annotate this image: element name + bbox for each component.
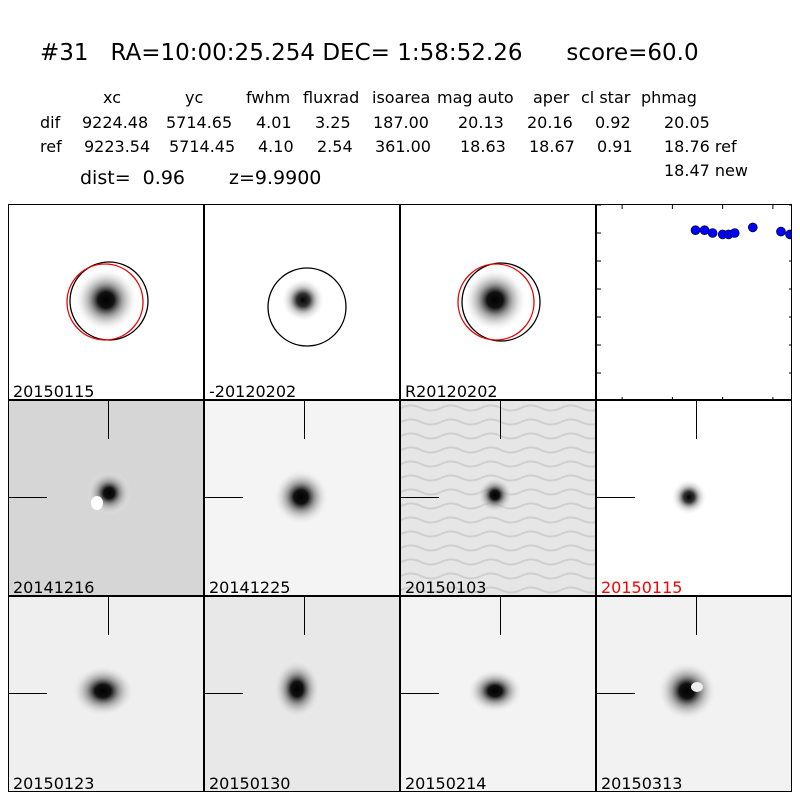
dif-isoarea: 187.00 — [373, 113, 429, 132]
candidate-title: #31 RA=10:00:25.254 DEC= 1:58:52.26 scor… — [40, 40, 699, 66]
dif-aper: 20.16 — [527, 113, 573, 132]
dif-cl-star: 0.92 — [595, 113, 631, 132]
star-blob — [657, 661, 717, 721]
data-point — [729, 228, 740, 238]
header-fluxrad: fluxrad — [303, 88, 360, 107]
stamp-20150115: 20150115 — [596, 400, 792, 596]
dif-fwhm: 4.01 — [256, 113, 292, 132]
dif-phmag: 20.05 — [664, 113, 710, 132]
aperture-circle-red — [66, 263, 144, 341]
crosshair-h — [205, 693, 243, 694]
stamp-label: 20141216 — [13, 578, 95, 596]
dif-yc: 5714.65 — [166, 113, 233, 132]
panel-label: R20120202 — [405, 382, 498, 400]
panel-label: -20120202 — [209, 382, 297, 400]
header-yc: yc — [185, 88, 204, 107]
dif-xc: 9224.48 — [82, 113, 149, 132]
crosshair-h — [205, 497, 243, 498]
crosshair-h — [401, 497, 439, 498]
panel-difference-image: -20120202 — [204, 204, 400, 400]
dif-mag-auto: 20.13 — [458, 113, 504, 132]
stamp-label: 20150214 — [405, 774, 487, 792]
aperture-circle-black — [267, 267, 347, 347]
ref-yc: 5714.45 — [169, 137, 236, 156]
crosshair-h — [597, 693, 635, 694]
stamp-label: 20141225 — [209, 578, 291, 596]
crosshair-v — [696, 597, 697, 635]
header-cl-star: cl star — [581, 88, 631, 107]
header-mag-auto: mag auto — [437, 88, 514, 107]
row-label-ref: ref — [40, 137, 62, 156]
ref-fwhm: 4.10 — [258, 137, 294, 156]
stamp-20150214: 20150214 — [400, 596, 596, 792]
crosshair-v — [500, 401, 501, 439]
star-blob — [467, 669, 523, 713]
stamp-label: 20150313 — [601, 774, 683, 792]
dist-value: dist= 0.96 — [80, 167, 185, 189]
ref-xc: 9223.54 — [84, 137, 151, 156]
header-xc: xc — [103, 88, 121, 107]
star-blob — [463, 268, 527, 332]
star-blob — [273, 659, 321, 719]
ref-cl-star: 0.91 — [597, 137, 633, 156]
stamp-20150103: 20150103 — [400, 400, 596, 596]
data-point — [747, 222, 758, 233]
header-aper: aper — [533, 88, 570, 107]
ref-aper: 18.67 — [529, 137, 575, 156]
z-value: z=9.9900 — [229, 167, 322, 189]
data-point — [699, 225, 710, 236]
crosshair-h — [597, 497, 635, 498]
ref-phmag: 18.76 ref — [664, 137, 737, 156]
star-blob — [273, 469, 329, 525]
data-point — [690, 225, 701, 236]
header-isoarea: isoarea — [372, 88, 431, 107]
panel-new-image: 20150115 — [8, 204, 204, 400]
stamp-20150123: 20150123 — [8, 596, 204, 792]
star-blob — [74, 268, 138, 332]
stamp-20141216: 20141216 — [8, 400, 204, 596]
crosshair-v — [304, 597, 305, 635]
star-blob — [281, 278, 325, 322]
light-curve-plot: 1920212223242526−100−50050 — [596, 204, 792, 400]
crosshair-v — [500, 597, 501, 635]
data-point — [707, 228, 718, 238]
stamp-label-current: 20150115 — [601, 578, 683, 596]
ref-fluxrad: 2.54 — [317, 137, 353, 156]
star-blob — [71, 665, 135, 717]
stamp-20150130: 20150130 — [204, 596, 400, 792]
stamp-grid: 20150115 -20120202 R20120202 1920 — [8, 204, 792, 792]
crosshair-h — [9, 497, 47, 498]
new-phmag: 18.47 new — [664, 161, 748, 180]
crosshair-h — [9, 693, 47, 694]
stamp-label: 20150103 — [405, 578, 487, 596]
crosshair-v — [696, 401, 697, 439]
data-point — [776, 226, 786, 237]
aperture-circle-black — [461, 262, 541, 342]
panel-label: 20150115 — [13, 382, 95, 400]
crosshair-v — [108, 597, 109, 635]
ref-mag-auto: 18.63 — [460, 137, 506, 156]
stamp-label: 20150130 — [209, 774, 291, 792]
subtraction-residual — [691, 682, 703, 692]
subtraction-residual — [91, 496, 103, 510]
data-point — [785, 229, 791, 240]
panel-reference-image: R20120202 — [400, 204, 596, 400]
row-label-dif: dif — [40, 113, 61, 132]
crosshair-v — [108, 401, 109, 439]
aperture-circle-red — [457, 263, 535, 341]
star-blob — [477, 477, 513, 513]
stamp-20141225: 20141225 — [204, 400, 400, 596]
stamp-20150313: 20150313 — [596, 596, 792, 792]
crosshair-h — [401, 693, 439, 694]
star-blob — [671, 479, 707, 515]
header-fwhm: fwhm — [246, 88, 291, 107]
crosshair-v — [304, 401, 305, 439]
dif-fluxrad: 3.25 — [315, 113, 351, 132]
stamp-label: 20150123 — [13, 774, 95, 792]
header-phmag: phmag — [641, 88, 697, 107]
ref-isoarea: 361.00 — [375, 137, 431, 156]
